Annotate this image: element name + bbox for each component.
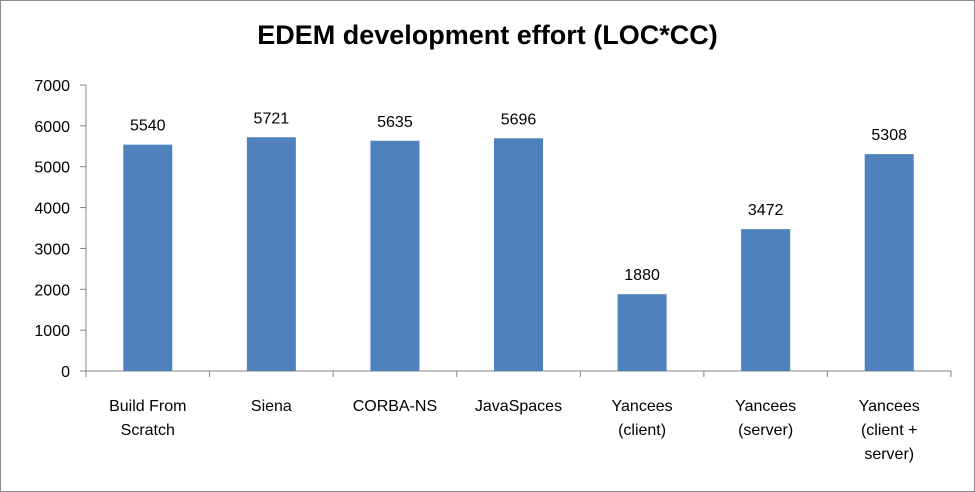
bar [370,140,420,371]
x-tick-label: (client + [861,422,917,439]
y-tick-label: 3000 [34,241,70,258]
x-tick-label: JavaSpaces [475,398,562,415]
x-tick-label: Scratch [121,422,175,439]
x-tick-label: Build From [109,398,186,415]
x-tick-label: Yancees [859,398,920,415]
x-tick-label: CORBA-NS [353,398,437,415]
data-label: 5635 [377,114,413,131]
data-label: 5308 [871,127,907,144]
bar [617,294,667,371]
x-tick-label: Siena [251,398,292,415]
x-tick-label: (client) [618,422,666,439]
x-tick-label: Yancees [612,398,673,415]
bar [741,229,791,371]
bar [864,154,914,371]
y-tick-label: 6000 [34,119,70,136]
bar [123,144,173,371]
x-tick-label: Yancees [735,398,796,415]
data-label: 5721 [254,110,290,127]
x-tick-label: server) [864,446,914,463]
chart-title: EDEM development effort (LOC*CC) [257,20,718,50]
data-label: 3472 [748,202,784,219]
y-tick-label: 5000 [34,160,70,177]
y-tick-label: 4000 [34,201,70,218]
y-tick-label: 1000 [34,323,70,340]
data-label: 1880 [624,267,660,284]
data-label: 5540 [130,118,166,135]
data-label: 5696 [501,111,537,128]
y-tick-label: 0 [61,364,70,381]
bar [494,138,543,371]
y-tick-label: 2000 [34,282,70,299]
bar [246,137,296,371]
y-tick-label: 7000 [34,78,70,95]
x-tick-label: (server) [738,422,793,439]
